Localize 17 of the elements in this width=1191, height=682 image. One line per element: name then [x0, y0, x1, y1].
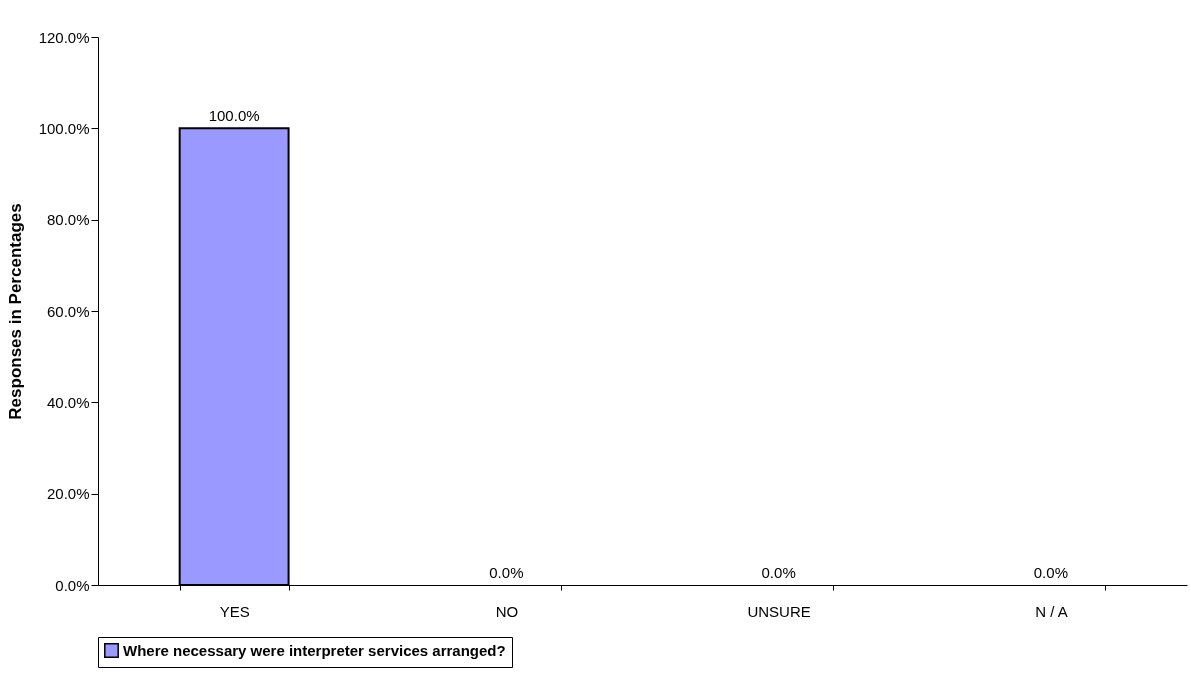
- x-tick-label: UNSURE: [747, 602, 811, 620]
- x-tick-label: NO: [495, 602, 519, 620]
- x-tick-label: YES: [219, 602, 250, 620]
- data-label: 100.0%: [208, 107, 260, 125]
- y-tick-label: 0.0%: [55, 576, 90, 594]
- y-tick-label: 60.0%: [46, 302, 90, 320]
- x-tick-label: N / A: [1035, 602, 1068, 620]
- y-tick-label: 20.0%: [46, 485, 90, 503]
- data-label: 0.0%: [1033, 564, 1068, 581]
- data-label: 0.0%: [761, 564, 796, 581]
- y-axis-title: Responses in Percentages: [5, 203, 25, 420]
- y-tick-label: 100.0%: [38, 119, 90, 137]
- legend-label: Where necessary were interpreter services arranged?: [123, 641, 506, 659]
- y-tick-label: 80.0%: [46, 211, 90, 229]
- data-label: 0.0%: [489, 564, 524, 581]
- y-tick-label: 120.0%: [38, 28, 90, 46]
- y-tick-label: 40.0%: [46, 393, 90, 411]
